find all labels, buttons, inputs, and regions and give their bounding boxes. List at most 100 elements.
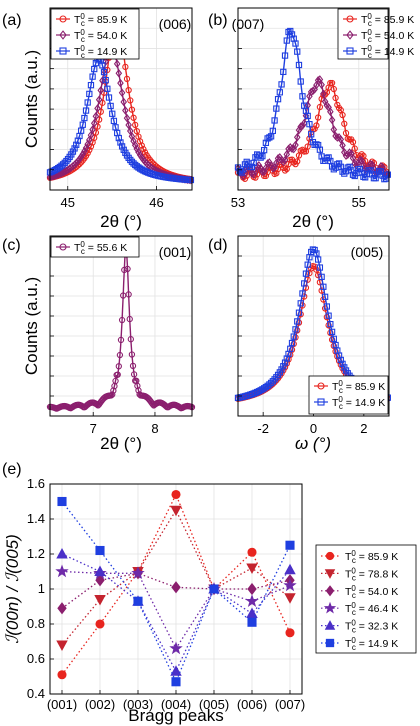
- data-point: [287, 27, 294, 35]
- data-point: [297, 122, 305, 131]
- data-point: [330, 125, 338, 134]
- data-point: [125, 120, 132, 130]
- data-point: [76, 154, 83, 164]
- data-point: [115, 68, 123, 78]
- data-point: [346, 148, 353, 157]
- legend-marker: [59, 243, 67, 251]
- series-14-9-K: [234, 27, 391, 183]
- legend-marker: [325, 585, 335, 597]
- data-point: [325, 312, 332, 319]
- y-axis-label: Counts (a.u.): [22, 50, 41, 148]
- data-point: [297, 300, 304, 307]
- data-point: [309, 86, 317, 96]
- data-point: [318, 80, 325, 90]
- data-point: [335, 160, 343, 167]
- data-point: [71, 145, 78, 152]
- x-axis-label: 2θ (°): [100, 212, 142, 231]
- x-axis-label: 2θ (°): [100, 434, 142, 453]
- data-point: [267, 379, 275, 387]
- data-point: [351, 145, 358, 152]
- data-point: [125, 291, 132, 298]
- legend-label: T0 c = 85.9 K: [345, 549, 398, 565]
- series-55-6-K: [46, 248, 196, 412]
- panel-b: 53 55 T0 c = 85.9 KT0 c = 54.0 KT0 c = 14.9 K…: [208, 7, 414, 231]
- panel-a: 45 46 T0 c = 85.9 KT0 c = 54.0 KT0 c = 14.9 K…: [2, 7, 195, 231]
- data-point: [314, 75, 322, 85]
- data-point: [56, 169, 64, 179]
- x-tick-label: 55: [352, 195, 366, 210]
- x-tick-label: (003): [123, 697, 153, 712]
- panel-label: (a): [2, 12, 22, 29]
- data-point: [334, 101, 341, 109]
- legend-marker: [59, 15, 67, 23]
- data-point: [107, 102, 114, 110]
- data-point: [57, 670, 67, 680]
- data-point: [271, 117, 278, 124]
- panel-label: (c): [2, 237, 21, 254]
- data-point: [316, 264, 324, 271]
- data-point: [257, 163, 264, 173]
- data-point: [299, 146, 306, 153]
- data-point: [316, 146, 324, 153]
- data-point: [246, 563, 258, 574]
- data-point: [132, 121, 139, 129]
- data-point: [124, 265, 131, 273]
- legend-label: T0 c = 54.0 K: [345, 584, 398, 600]
- data-point: [269, 378, 276, 385]
- data-point: [102, 76, 109, 84]
- data-point: [138, 142, 145, 149]
- data-point: [314, 141, 322, 149]
- data-point: [280, 363, 287, 370]
- data-point: [262, 139, 270, 147]
- data-point: [126, 315, 133, 323]
- data-point: [257, 387, 264, 394]
- data-point: [115, 363, 122, 370]
- data-point: [121, 266, 128, 274]
- data-point: [102, 57, 110, 66]
- data-point: [247, 617, 257, 627]
- legend: T0 c = 85.9 KT0 c = 78.8 KT0 c = 54.0 KT0 c …: [315, 544, 417, 654]
- data-point: [63, 157, 70, 165]
- data-point: [335, 352, 343, 359]
- x-tick-label: (004): [161, 697, 191, 712]
- data-point: [339, 168, 346, 175]
- data-point: [129, 362, 137, 370]
- panel-label: (d): [208, 237, 228, 254]
- data-point: [59, 161, 67, 168]
- data-point: [114, 371, 121, 378]
- data-point: [281, 52, 289, 59]
- data-point: [92, 111, 100, 121]
- data-point: [316, 103, 324, 111]
- data-point: [356, 165, 364, 173]
- legend: T0 c = 85.9 KT0 c = 14.9 K: [308, 375, 389, 415]
- data-point: [313, 141, 320, 148]
- data-point: [281, 155, 289, 165]
- legend-label: T0 c = 54.0 K: [361, 28, 414, 44]
- data-point: [377, 168, 385, 175]
- data-point: [245, 594, 259, 607]
- legend-marker: [346, 30, 354, 40]
- plot-frame: [49, 7, 193, 191]
- data-point: [285, 628, 295, 638]
- data-point: [54, 170, 62, 179]
- reflection-label: (007): [232, 16, 265, 32]
- data-point: [89, 73, 96, 80]
- series-14-9-K: [57, 496, 295, 687]
- legend-box: [50, 236, 140, 258]
- data-point: [381, 167, 388, 176]
- data-point: [349, 138, 357, 146]
- data-point: [328, 79, 336, 87]
- data-point: [362, 174, 369, 181]
- data-point: [73, 141, 80, 148]
- legend-marker: [325, 638, 335, 648]
- data-point: [95, 95, 103, 105]
- legend-marker: [324, 620, 336, 630]
- x-tick-label: 46: [149, 195, 163, 210]
- data-point: [255, 152, 263, 159]
- data-point: [84, 99, 91, 106]
- data-point: [185, 175, 193, 185]
- data-point: [128, 106, 136, 113]
- data-point: [334, 133, 341, 142]
- data-point: [135, 387, 142, 394]
- y-tick-label: 1.2: [27, 546, 45, 561]
